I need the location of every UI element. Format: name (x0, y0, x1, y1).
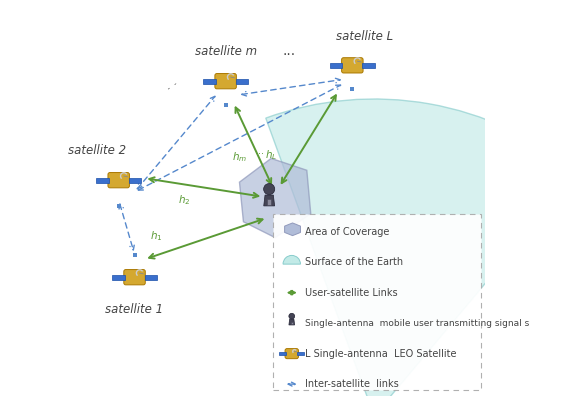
Wedge shape (266, 99, 574, 396)
Text: $h_{1}$: $h_{1}$ (150, 230, 163, 244)
FancyBboxPatch shape (285, 348, 298, 359)
Bar (280, 352, 286, 355)
Polygon shape (263, 195, 274, 206)
Bar (350, 87, 354, 91)
Text: satellite 2: satellite 2 (68, 145, 126, 158)
Text: L Single-antenna  LEO Satellite: L Single-antenna LEO Satellite (305, 348, 456, 359)
FancyBboxPatch shape (215, 74, 236, 89)
Bar (112, 275, 125, 280)
Polygon shape (285, 223, 300, 236)
Bar (224, 103, 228, 107)
Polygon shape (239, 158, 311, 238)
Text: $h_{m}$: $h_{m}$ (232, 150, 247, 164)
Bar (235, 78, 249, 84)
Text: Inter-satellite  links: Inter-satellite links (305, 379, 398, 389)
Bar (133, 253, 137, 257)
Bar (96, 177, 108, 183)
Bar (117, 204, 121, 208)
Bar (129, 177, 141, 183)
Text: satellite 1: satellite 1 (106, 303, 164, 316)
Text: User-satellite Links: User-satellite Links (305, 287, 397, 298)
Bar (203, 78, 216, 84)
Text: Area of Coverage: Area of Coverage (305, 227, 389, 237)
FancyBboxPatch shape (342, 58, 363, 73)
Polygon shape (289, 319, 294, 325)
Text: . .: . . (162, 74, 180, 92)
Bar (297, 352, 304, 355)
FancyBboxPatch shape (124, 270, 145, 285)
Bar (290, 322, 293, 324)
Bar (329, 63, 342, 68)
Text: $h_{L}$: $h_{L}$ (265, 148, 277, 162)
Bar (362, 63, 375, 68)
Text: satellite L: satellite L (336, 30, 393, 43)
Text: Surface of the Earth: Surface of the Earth (305, 257, 403, 267)
Bar (273, 214, 481, 390)
Wedge shape (283, 255, 300, 264)
FancyBboxPatch shape (108, 173, 129, 188)
Bar (145, 275, 157, 280)
Text: satellite m: satellite m (195, 46, 257, 59)
Text: Single-antenna  mobile user transmitting signal s: Single-antenna mobile user transmitting … (305, 319, 529, 327)
Text: $h_{2}$: $h_{2}$ (178, 193, 191, 207)
Circle shape (263, 183, 275, 195)
Bar (267, 199, 271, 205)
Text: ...: ... (254, 147, 263, 156)
Circle shape (289, 313, 294, 319)
Text: ...: ... (282, 44, 296, 59)
